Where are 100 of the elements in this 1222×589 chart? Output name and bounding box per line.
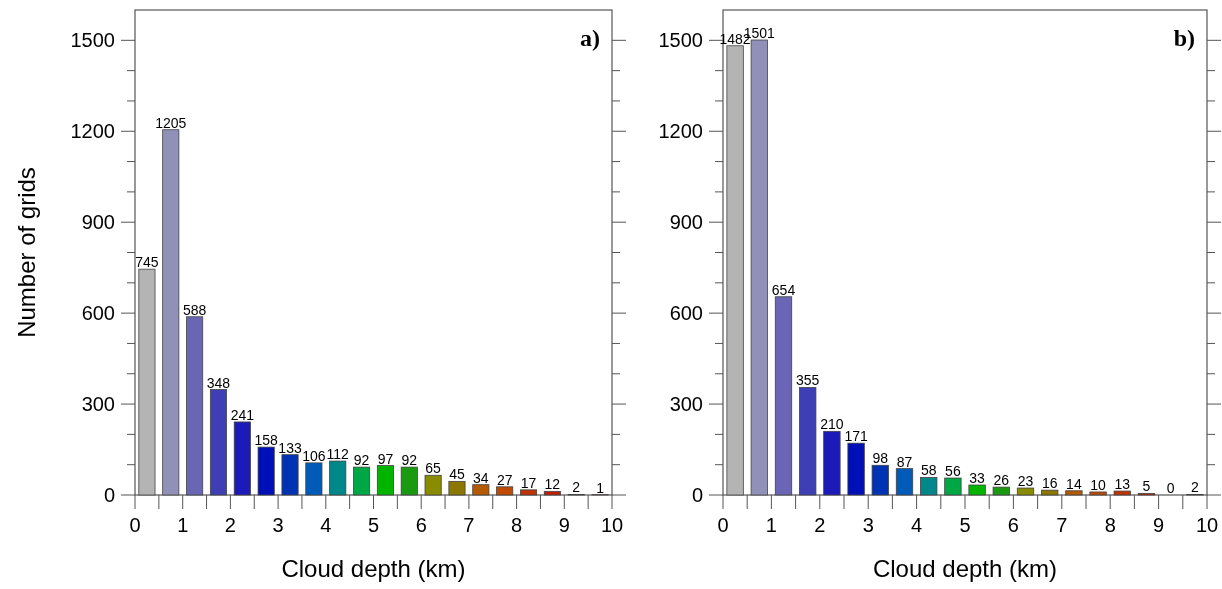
bar	[329, 460, 347, 496]
data-label: 16	[1041, 475, 1058, 492]
data-label: 654	[771, 281, 796, 298]
data-label: 14	[1066, 475, 1082, 492]
bar	[472, 484, 490, 496]
data-label: 98	[872, 450, 889, 467]
data-label: 45	[449, 466, 465, 483]
data-label: 17	[520, 474, 537, 491]
data-label: 56	[945, 463, 961, 480]
data-label: 97	[377, 450, 394, 467]
bar	[1041, 489, 1059, 496]
data-label: 348	[206, 374, 231, 391]
y-axis-title: Number of grids	[13, 167, 40, 338]
bar	[871, 464, 889, 496]
data-label: 112	[326, 446, 350, 463]
data-label: 13	[1114, 476, 1131, 493]
bar	[353, 466, 371, 496]
x-tick-label: 4	[320, 514, 332, 536]
data-label: 210	[820, 416, 844, 433]
bar	[257, 446, 275, 496]
bar	[520, 489, 538, 496]
bar	[774, 296, 793, 496]
y-tick-label: 900	[669, 211, 703, 234]
y-tick-label: 1200	[658, 120, 703, 143]
data-label: 106	[302, 447, 326, 464]
x-tick-label: 7	[463, 514, 475, 536]
x-tick-label: 2	[224, 514, 236, 536]
bar	[1065, 490, 1083, 496]
y-tick-label: 900	[81, 211, 115, 234]
y-tick-label: 0	[103, 484, 115, 506]
data-label: 0	[1166, 480, 1175, 496]
data-label: 26	[993, 472, 1010, 489]
y-tick-label: 1500	[658, 29, 703, 52]
bar	[448, 480, 466, 496]
x-tick-label: 0	[129, 514, 141, 536]
data-label: 58	[920, 462, 937, 479]
x-tick-label: 2	[814, 514, 826, 536]
data-label: 12	[544, 476, 561, 493]
y-tick-label: 0	[691, 484, 703, 506]
x-tick-label: 7	[1056, 514, 1068, 536]
x-tick-label: 1	[177, 514, 189, 536]
x-tick-label: 9	[1153, 514, 1165, 536]
data-label: 133	[278, 439, 302, 456]
x-tick-label: 1	[765, 514, 777, 536]
x-tick-label: 0	[717, 514, 729, 536]
data-label: 92	[353, 452, 370, 469]
data-label: 92	[401, 452, 418, 469]
x-axis-title: Cloud depth (km)	[281, 555, 466, 582]
x-tick-label: 8	[511, 514, 523, 536]
data-label: 1205	[155, 114, 187, 131]
bar	[400, 466, 418, 496]
data-label: 5	[1142, 478, 1151, 495]
bar	[1089, 491, 1107, 496]
bar	[305, 462, 323, 496]
bar	[1113, 490, 1131, 496]
data-label: 355	[796, 372, 820, 389]
bar	[920, 477, 938, 496]
bar	[543, 490, 561, 496]
bar	[281, 454, 299, 496]
bar	[895, 468, 914, 496]
x-tick-label: 3	[862, 514, 874, 536]
bar	[726, 45, 744, 496]
data-label: 33	[969, 470, 986, 486]
data-label: 27	[496, 471, 513, 488]
data-label: 2	[1191, 479, 1199, 496]
data-label: 158	[254, 432, 279, 449]
bar	[376, 465, 394, 496]
data-label: 87	[896, 453, 913, 470]
bar	[799, 386, 817, 496]
bar	[847, 442, 865, 496]
bar	[138, 268, 156, 496]
bar	[186, 316, 204, 496]
bar	[162, 129, 180, 496]
data-label: 1	[596, 479, 605, 496]
data-label: 171	[844, 428, 868, 445]
bar	[968, 484, 986, 496]
data-label: 588	[182, 301, 207, 318]
data-label: 65	[425, 460, 442, 477]
y-tick-label: 300	[669, 393, 703, 416]
x-tick-label: 3	[272, 514, 284, 536]
data-label: 34	[473, 469, 489, 486]
bar	[1016, 487, 1035, 496]
y-tick-label: 1200	[70, 120, 115, 143]
y-tick-label: 300	[81, 393, 115, 416]
x-tick-label: 9	[558, 514, 570, 536]
bar	[823, 430, 841, 496]
x-tick-label: 6	[415, 514, 427, 536]
y-tick-label: 600	[669, 302, 703, 325]
bar	[750, 39, 768, 496]
bar	[233, 421, 251, 496]
data-label: 241	[230, 406, 255, 423]
x-tick-label: 10	[600, 514, 624, 536]
annotation: a)	[580, 25, 600, 51]
data-label: 23	[1017, 473, 1034, 490]
bar	[992, 486, 1010, 496]
bar	[209, 389, 227, 496]
bar	[944, 477, 962, 496]
x-tick-label: 8	[1104, 514, 1116, 536]
bar	[496, 486, 514, 496]
data-label: 745	[135, 254, 159, 271]
